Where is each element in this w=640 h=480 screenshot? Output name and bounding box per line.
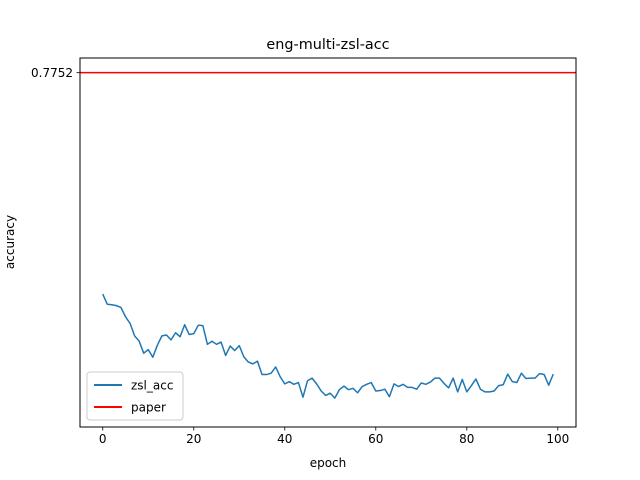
x-tick-label: 40 bbox=[277, 432, 292, 446]
y-tick-label: 0.7752 bbox=[31, 66, 73, 80]
legend: zsl_acc paper bbox=[86, 371, 184, 421]
x-tick-label: 60 bbox=[368, 432, 383, 446]
series-layer bbox=[80, 71, 576, 399]
plot-area bbox=[79, 57, 577, 428]
axes-frame bbox=[79, 57, 577, 428]
y-axis-ticks: 0.7752 bbox=[31, 66, 80, 80]
legend-label-paper: paper bbox=[131, 401, 166, 415]
legend-label-zsl-acc: zsl_acc bbox=[131, 379, 173, 393]
x-tick-label: 80 bbox=[459, 432, 474, 446]
x-tick-label: 0 bbox=[99, 432, 107, 446]
x-axis-ticks: 0 20 40 60 80 100 bbox=[99, 427, 569, 446]
x-axis-label: epoch bbox=[310, 456, 347, 470]
series-line-zsl-acc bbox=[102, 293, 554, 399]
y-axis-label: accuracy bbox=[3, 215, 17, 269]
x-tick-label: 100 bbox=[546, 432, 569, 446]
x-tick-label: 20 bbox=[186, 432, 201, 446]
chart-title: eng-multi-zsl-acc bbox=[266, 37, 389, 53]
